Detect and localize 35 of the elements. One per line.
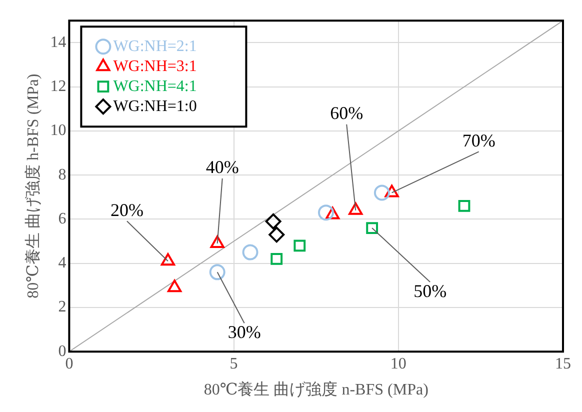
annotation: 40% <box>206 157 239 178</box>
x-tick-label: 10 <box>390 355 406 372</box>
annotation: 30% <box>228 322 261 342</box>
annotation: 70% <box>462 130 496 150</box>
point <box>294 240 306 252</box>
y-tick-label: 14 <box>50 34 66 51</box>
annotation: 20% <box>110 200 144 220</box>
y-tick-label: 2 <box>58 298 66 316</box>
y-tick-label: 0 <box>58 342 66 360</box>
point <box>160 253 176 266</box>
point <box>458 200 470 212</box>
point <box>270 252 283 265</box>
x-axis-title: 80℃養生 曲げ強度 n-BFS (MPa) <box>204 380 428 399</box>
point <box>374 184 390 201</box>
y-tick-label: 4 <box>58 254 66 272</box>
legend-label: WG:NH=4:1 <box>113 78 197 95</box>
point <box>318 204 334 221</box>
y-tick-label: 6 <box>58 210 66 228</box>
annotation: 50% <box>414 280 447 301</box>
y-tick-label: 10 <box>50 122 66 140</box>
point <box>265 213 282 230</box>
legend-label: WG:NH=3:1 <box>113 58 197 75</box>
annotation: 60% <box>330 103 364 124</box>
legend-label: WG:NH=1:0 <box>113 98 197 115</box>
point <box>209 264 226 280</box>
legend-label: WG:NH=2:1 <box>113 38 197 55</box>
x-tick-label: 15 <box>555 355 571 372</box>
y-axis-title: 80℃養生 曲げ強度 h-BFS (MPa) <box>24 74 42 298</box>
y-tick-label: 8 <box>58 166 66 184</box>
point <box>366 222 378 234</box>
point <box>242 244 258 260</box>
y-tick-label: 12 <box>50 78 66 96</box>
point <box>268 226 285 243</box>
point <box>167 280 182 292</box>
x-tick-label: 5 <box>230 355 238 372</box>
